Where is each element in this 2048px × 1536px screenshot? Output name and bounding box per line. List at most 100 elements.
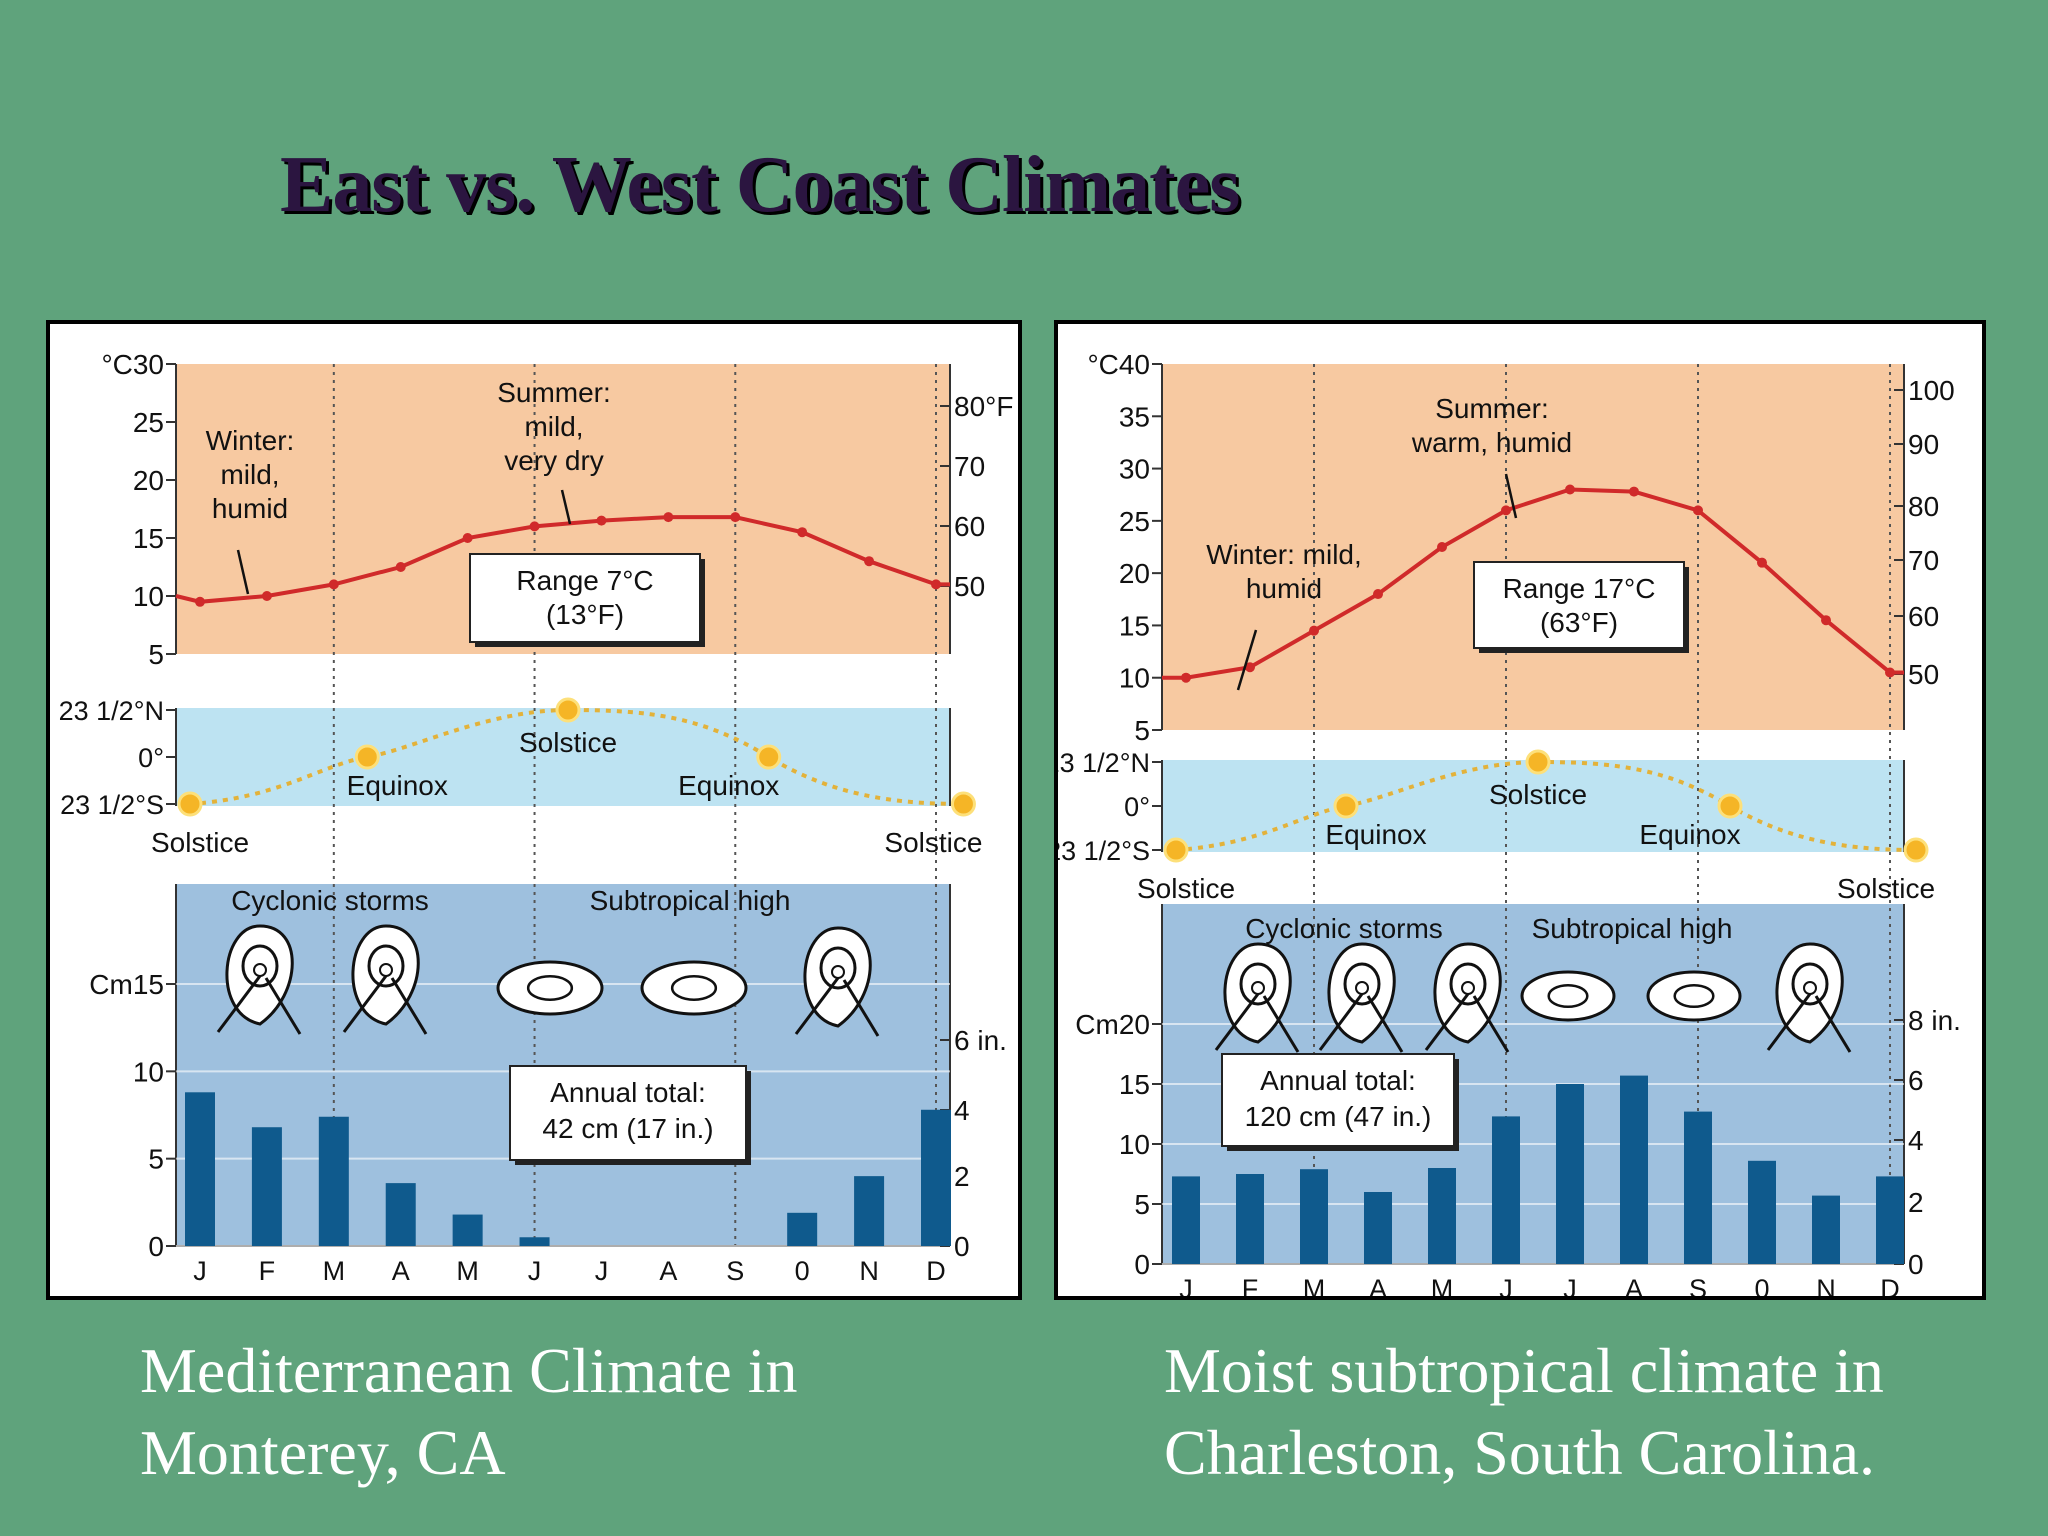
range-annotation-line-1: Range 7°C (516, 565, 653, 596)
temperature-tick-label: °C40 (1087, 349, 1150, 380)
sun-tick-label: 23 1/2°N (1058, 748, 1150, 778)
range-box (1473, 561, 1685, 649)
temperature-point (261, 591, 272, 601)
temperature-point (931, 579, 941, 590)
sun-path-label: Solstice (884, 827, 982, 858)
temperature-point (1565, 484, 1575, 495)
precip-tick-label: 10 (133, 1056, 164, 1087)
temperature-point (1757, 557, 1767, 568)
cyclonic-storm-icon (1318, 942, 1404, 1053)
temperature-point (1309, 625, 1319, 636)
climograph-charleston-svg: °C403530252015105100908070605023 1/2°N0°… (1058, 349, 1961, 1296)
precip-bar (787, 1212, 818, 1246)
climograph-monterey: °C30 25 20 15 10 5 80°F 70 60 50 23 1/2°N 0° 23 1/2°… (46, 320, 1022, 1300)
temperature-line (175, 515, 950, 604)
precip-bar (185, 1092, 215, 1246)
subtropical-high-icon (1646, 970, 1742, 1022)
temperature-tick-label: 30 (1119, 454, 1150, 485)
fahrenheit-tick-label: 60 (1908, 601, 1939, 632)
month-label: J (595, 1256, 609, 1286)
month-label: A (1625, 1274, 1643, 1296)
precip-bar (452, 1214, 483, 1246)
temperature-point (1693, 505, 1703, 516)
temperature-tick-label: 20 (133, 465, 164, 496)
sun-path-label: Solstice (1137, 873, 1235, 904)
precip-tick-label: 0 (1134, 1249, 1150, 1280)
precip-tick-label: 0 (148, 1231, 164, 1262)
month-label: A (1369, 1274, 1387, 1296)
winter-pointer (1236, 629, 1258, 691)
inch-tick-label: 0 (954, 1231, 970, 1262)
sun-band (176, 708, 950, 806)
temperature-band (1162, 364, 1904, 730)
summer-annotation-line-2: mild, (524, 411, 583, 442)
temperature-tick-label: 15 (1119, 610, 1150, 641)
cyclonic-storm-icon (342, 924, 428, 1035)
inch-tick-label: 6 in. (954, 1025, 1007, 1056)
sun-marker (1717, 793, 1743, 819)
summer-annotation-line-3: very dry (504, 445, 604, 476)
sun-path-label: Equinox (1325, 819, 1426, 850)
annual-total-box (1221, 1053, 1455, 1147)
precip-bar (1748, 1160, 1776, 1264)
temperature-point (462, 533, 473, 543)
winter-annotation-line-2: mild, (220, 459, 279, 490)
month-label: A (392, 1256, 410, 1286)
precip-bar (318, 1116, 349, 1246)
winter-annotation-line-2: humid (1246, 573, 1322, 604)
temperature-point (730, 512, 741, 523)
month-label: M (323, 1256, 346, 1286)
inch-tick-label: 2 (1908, 1187, 1924, 1218)
month-label: F (259, 1256, 276, 1286)
month-label: J (528, 1256, 542, 1286)
temperature-point (864, 556, 875, 567)
summer-annotation-line-1: Summer: (1435, 393, 1549, 424)
sun-path-label: Equinox (678, 770, 779, 801)
inch-tick-label: 4 (1908, 1125, 1924, 1156)
sun-marker (1333, 793, 1359, 819)
annual-total-box (509, 1065, 747, 1161)
temperature-point (328, 579, 339, 590)
sun-marker (177, 791, 203, 817)
annual-total-annotation-line-2: 42 cm (17 in.) (542, 1113, 713, 1144)
temperature-point (529, 521, 540, 532)
subtropical-high-icon (496, 960, 604, 1016)
sun-path-line (189, 707, 964, 806)
sun-tick-label: 0° (138, 743, 164, 773)
month-label: J (1499, 1274, 1513, 1296)
cyclonic-storm-icon (1424, 942, 1510, 1053)
precip-bar (1492, 1116, 1520, 1264)
cyclonic-storm-icon (216, 924, 302, 1035)
caption-charleston-line-2: Charleston, South Carolina. (1164, 1417, 1876, 1488)
month-label: D (1880, 1274, 1900, 1296)
sun-path-label: Equinox (347, 770, 448, 801)
temperature-point (1501, 505, 1511, 516)
temperature-point (195, 596, 205, 607)
cyclonic-storm-icon (1766, 942, 1852, 1053)
summer-pointer (560, 489, 572, 525)
range-box (469, 553, 701, 643)
caption-monterey-line-2: Monterey, CA (140, 1417, 506, 1488)
inch-tick-label: 4 (954, 1095, 970, 1126)
month-label: J (1179, 1274, 1193, 1296)
range-annotation-line-2: (63°F) (1540, 607, 1618, 638)
month-label: S (1689, 1274, 1707, 1296)
range-annotation-line-2: (13°F) (546, 599, 624, 630)
month-label: M (1303, 1274, 1326, 1296)
cyclonic-storm-icon (1214, 942, 1300, 1053)
month-label: S (726, 1256, 744, 1286)
fahrenheit-tick-label: 70 (954, 451, 985, 482)
temperature-tick-label: 25 (1119, 506, 1150, 537)
fahrenheit-tick-label: 50 (1908, 659, 1939, 690)
precip-bar (1812, 1195, 1840, 1264)
summer-annotation-line-2: warm, humid (1411, 427, 1572, 458)
inch-tick-label: 2 (954, 1161, 970, 1192)
temperature-tick-label: 35 (1119, 401, 1150, 432)
precip-bar (921, 1109, 951, 1246)
annual-total-annotation-line-1: Annual total: (550, 1077, 706, 1108)
sun-path-label: Solstice (151, 827, 249, 858)
annual-total-annotation-line-2: 120 cm (47 in.) (1245, 1101, 1432, 1132)
temperature-tick-label: 5 (148, 639, 164, 670)
precip-bar (1556, 1084, 1584, 1264)
precip-tick-label: 10 (1119, 1129, 1150, 1160)
